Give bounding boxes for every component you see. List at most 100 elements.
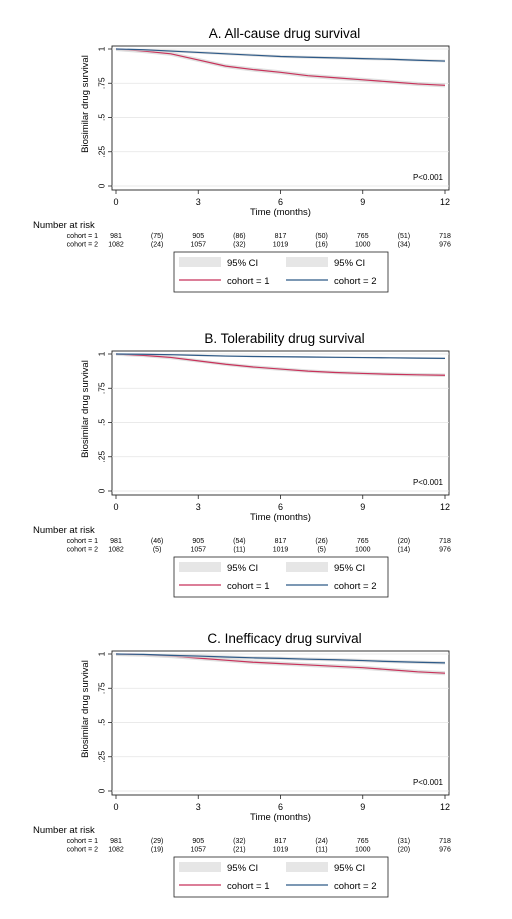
risk-cell: 1057: [190, 847, 206, 854]
ci-band-cohort-1: [116, 354, 445, 378]
y-tick-label: .75: [96, 682, 106, 694]
y-tick-label: 1: [96, 46, 106, 51]
risk-cell: (19): [151, 847, 163, 854]
risk-cell: (11): [316, 847, 328, 854]
risk-cell: 905: [192, 538, 204, 545]
survival-line-cohort-1: [115, 353, 446, 376]
risk-cell: (51): [398, 233, 410, 240]
risk-cell: 1000: [355, 242, 371, 249]
risk-cell: 1057: [190, 242, 206, 249]
legend-series-label: cohort = 2: [334, 581, 377, 592]
risk-cell: (5): [317, 547, 326, 554]
risk-cell: (14): [398, 547, 410, 554]
x-tick-label: 3: [196, 802, 201, 812]
survival-line-cohort-1: [115, 48, 446, 86]
risk-cell: 718: [439, 233, 451, 240]
chart-title: B. Tolerability drug survival: [204, 331, 364, 346]
risk-cell: 1057: [190, 547, 206, 554]
risk-cell: (54): [233, 538, 245, 545]
risk-cell: (5): [153, 547, 162, 554]
risk-cell: (32): [233, 838, 245, 845]
x-tick-label: 6: [278, 802, 283, 812]
risk-cell: (21): [233, 847, 245, 854]
risk-cell: 765: [357, 838, 369, 845]
risk-cell: 1019: [273, 847, 289, 854]
chart-title: C. Inefficacy drug survival: [207, 631, 361, 646]
legend-series-label: cohort = 1: [227, 581, 270, 592]
risk-cell: 905: [192, 233, 204, 240]
risk-cell: 1000: [355, 847, 371, 854]
risk-cell: 1082: [108, 242, 124, 249]
y-tick-label: .75: [96, 77, 106, 89]
chart-panel-1: A. All-cause drug survival 0 .25 .5 .75 1 0 3 6 9…: [33, 26, 451, 293]
legend-series-label: cohort = 1: [227, 276, 270, 287]
risk-cell: 976: [439, 547, 451, 554]
risk-cell: (32): [233, 242, 245, 249]
legend-series-label: cohort = 2: [334, 881, 377, 892]
risk-row-label: cohort = 2: [67, 847, 98, 854]
chart-title: A. All-cause drug survival: [209, 26, 361, 41]
x-tick-label: 6: [278, 197, 283, 207]
risk-cell: (75): [151, 233, 163, 240]
risk-cell: 1019: [273, 547, 289, 554]
x-tick-label: 12: [440, 802, 450, 812]
risk-cell: (86): [233, 233, 245, 240]
legend-ci-label: 95% CI: [334, 863, 365, 874]
y-tick-label: 0: [96, 788, 106, 793]
legend-ci-label: 95% CI: [334, 563, 365, 574]
risk-cell: (34): [398, 242, 410, 249]
risk-row-label: cohort = 1: [67, 538, 98, 545]
risk-cell: (31): [398, 838, 410, 845]
y-axis-label: Biosimilar drug survival: [80, 360, 91, 458]
survival-line-cohort-2: [115, 353, 446, 359]
y-tick-label: 1: [96, 351, 106, 356]
risk-cell: 817: [275, 538, 287, 545]
survival-line-cohort-2: [115, 48, 446, 62]
risk-table-header: Number at risk: [33, 220, 95, 231]
chart-panel-2: B. Tolerability drug survival0.25.5.7510…: [33, 331, 451, 598]
legend-ci-label: 95% CI: [227, 563, 258, 574]
y-tick-label: .5: [96, 419, 106, 426]
x-axis-label: Time (months): [250, 207, 311, 218]
risk-cell: (24): [151, 242, 163, 249]
legend-ci-label: 95% CI: [227, 258, 258, 269]
ci-band-cohort-1: [116, 49, 445, 88]
x-tick-label: 0: [113, 802, 118, 812]
risk-table-header: Number at risk: [33, 825, 95, 836]
risk-cell: (50): [315, 233, 327, 240]
risk-cell: 981: [110, 838, 122, 845]
risk-row-label: cohort = 1: [67, 838, 98, 845]
risk-cell: 1000: [355, 547, 371, 554]
y-tick-label: 1: [96, 651, 106, 656]
plot-frame: [111, 650, 450, 796]
x-tick-label: 9: [360, 502, 365, 512]
legend-ci-swatch-cohort-1: [179, 862, 221, 872]
legend-ci-swatch-cohort-1: [179, 257, 221, 267]
x-axis-label: Time (months): [250, 512, 311, 523]
x-tick-label: 0: [113, 197, 118, 207]
risk-cell: (16): [315, 242, 327, 249]
x-axis-label: Time (months): [250, 812, 311, 823]
risk-cell: (29): [151, 838, 163, 845]
risk-cell: 981: [110, 538, 122, 545]
risk-cell: (26): [315, 538, 327, 545]
risk-cell: 718: [439, 538, 451, 545]
survival-line-cohort-2: [115, 653, 446, 664]
y-tick-label: .5: [96, 719, 106, 726]
x-tick-label: 12: [440, 502, 450, 512]
risk-cell: 1082: [108, 847, 124, 854]
risk-cell: 1082: [108, 547, 124, 554]
legend-series-label: cohort = 2: [334, 276, 377, 287]
legend-ci-swatch-cohort-2: [286, 562, 328, 572]
x-tick-label: 3: [196, 197, 201, 207]
x-tick-label: 0: [113, 502, 118, 512]
y-tick-label: 0: [96, 183, 106, 188]
risk-row-label: cohort = 2: [67, 242, 98, 249]
risk-cell: (46): [151, 538, 163, 545]
risk-cell: 817: [275, 838, 287, 845]
y-axis-label: Biosimilar drug survival: [80, 660, 91, 758]
y-tick-label: .5: [96, 114, 106, 121]
y-tick-label: .75: [96, 382, 106, 394]
risk-row-label: cohort = 1: [67, 233, 98, 240]
